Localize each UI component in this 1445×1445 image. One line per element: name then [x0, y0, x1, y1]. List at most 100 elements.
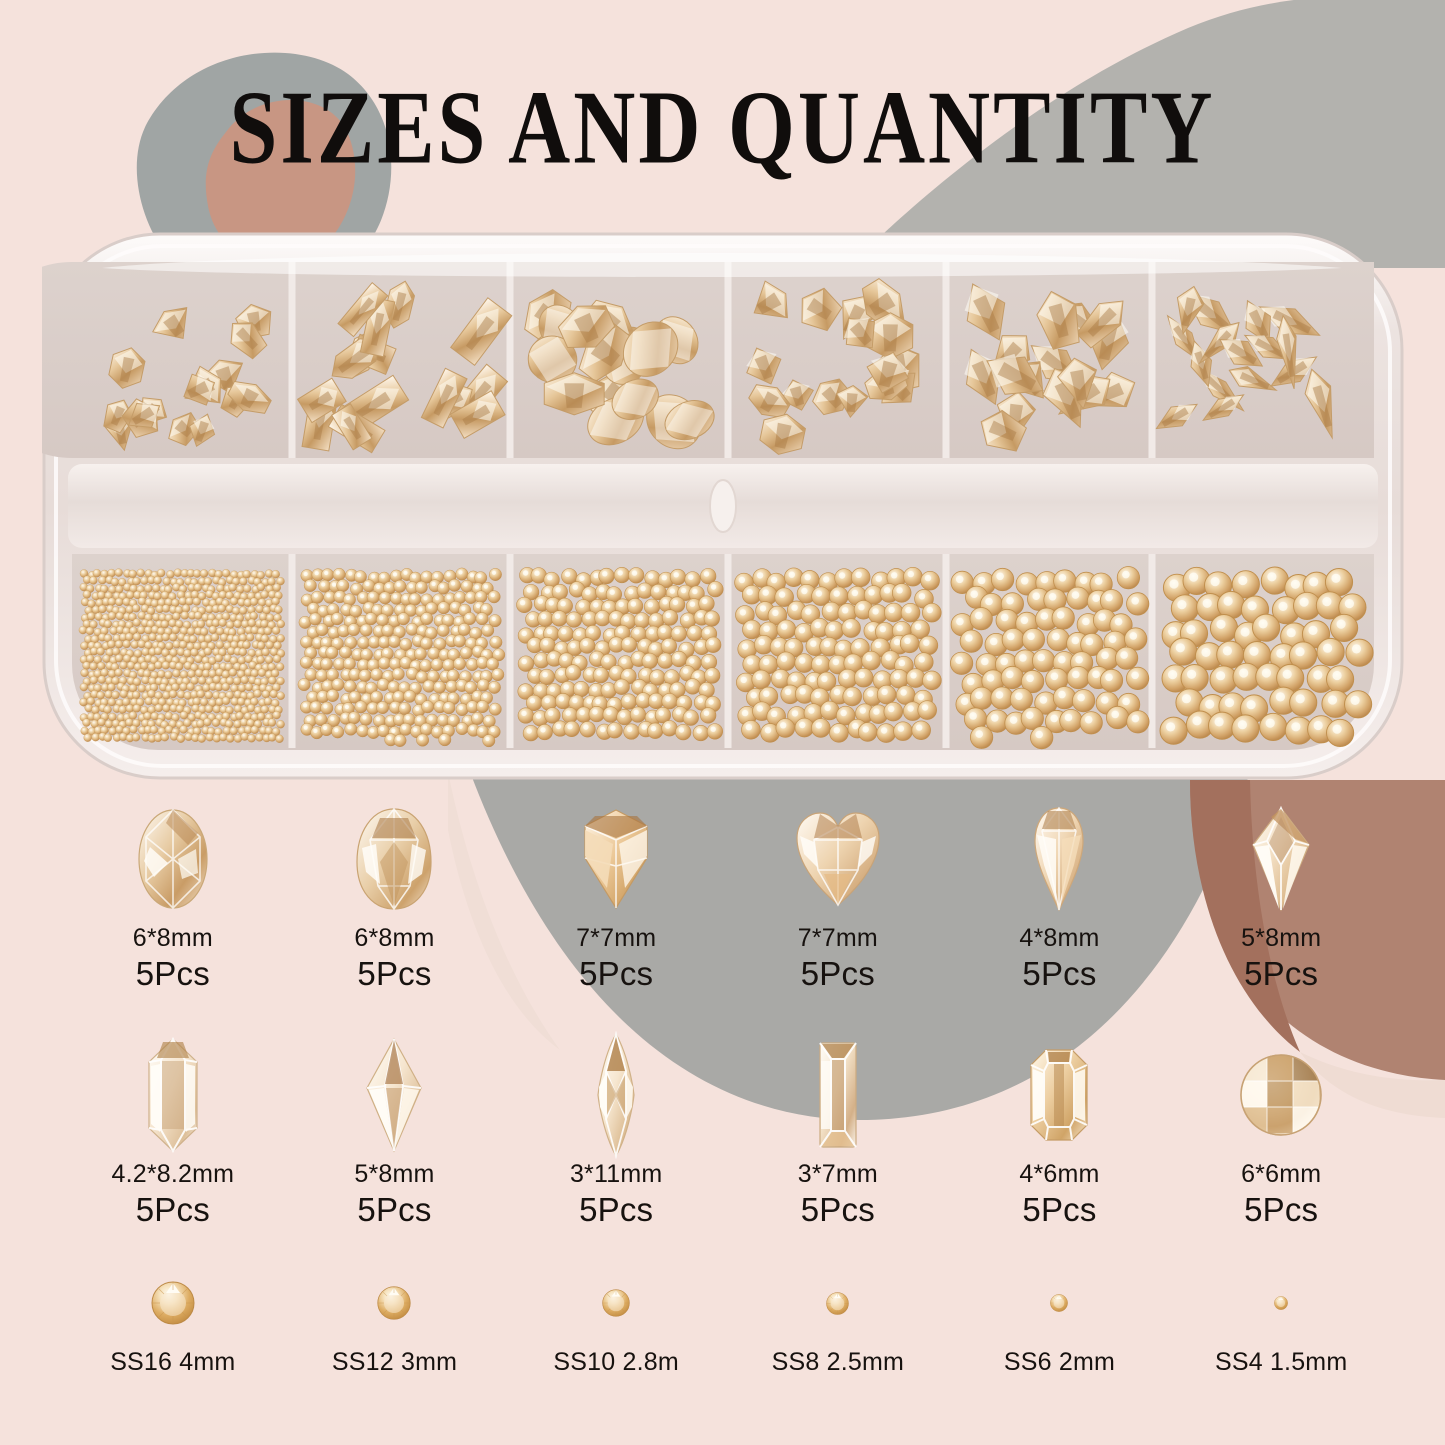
round-stone: [256, 655, 265, 664]
stone: [183, 373, 216, 406]
round-stone: [179, 711, 189, 720]
round-stone: [80, 641, 89, 650]
gem-hexagon-icon: [143, 1036, 203, 1154]
round-stone: [522, 725, 539, 742]
round-stone: [103, 619, 113, 629]
stone: [1276, 314, 1297, 389]
round-stone: [249, 597, 259, 606]
round-stone: [358, 669, 372, 683]
round-stone: [455, 567, 469, 581]
round-stone: [321, 568, 335, 582]
round-stone: [325, 646, 339, 660]
gem-kite-icon: [1249, 800, 1313, 918]
round-stone: [249, 611, 258, 621]
round-stone: [353, 570, 367, 584]
round-stone: [362, 579, 376, 593]
box-center-band: [68, 464, 1378, 548]
round-stone: [308, 612, 322, 626]
stone: [1218, 338, 1264, 367]
round-stone: [267, 620, 276, 630]
round-stone: [269, 689, 278, 699]
round-stone: [153, 576, 162, 585]
round-stone: [250, 725, 259, 734]
round-stone: [119, 732, 128, 741]
gem-oval-icon: [136, 800, 210, 918]
round-stone: [629, 706, 646, 723]
size-item-oval: 6*8mm 5Pcs: [62, 800, 284, 993]
round-stone: [300, 635, 314, 649]
round-stone: [194, 668, 204, 678]
stone: [227, 380, 272, 414]
round-stone: [154, 646, 163, 656]
round-stone: [229, 726, 238, 736]
round-stone: [271, 570, 280, 579]
stone: [420, 367, 468, 429]
round-stone: [405, 622, 419, 636]
round-stone: [1330, 613, 1359, 642]
round-stone: [203, 717, 212, 727]
round-stone: [179, 725, 188, 734]
round-stone: [891, 583, 912, 603]
round-stone: [794, 717, 815, 738]
round-stone: [482, 734, 496, 748]
stone: [449, 390, 506, 440]
qty-label: 5Pcs: [800, 1191, 875, 1228]
qty-label: 5Pcs: [1022, 1191, 1097, 1228]
round-stone: [271, 626, 281, 635]
round-stone: [140, 661, 149, 670]
round-stone: [271, 597, 280, 606]
round-stone: [1124, 627, 1148, 651]
size-label: 6*8mm: [354, 924, 435, 952]
round-stone: [186, 627, 196, 636]
round-stone: [121, 697, 131, 707]
round-stone: [204, 704, 214, 714]
round-stone: [1099, 589, 1124, 613]
round-stone: [260, 619, 269, 628]
round-stone: [588, 706, 605, 723]
round-stone: [100, 668, 109, 677]
round-stone: [842, 686, 862, 707]
stone: [861, 278, 905, 331]
round-stone: [272, 710, 281, 720]
storage-box-illustration: [0, 232, 1404, 780]
stone: [1036, 290, 1080, 350]
round-stone: [275, 662, 285, 671]
round-stone: [381, 624, 395, 638]
round-stone: [347, 711, 361, 725]
round-stone: [196, 719, 205, 728]
size-label: SS8 2.5mm: [771, 1348, 905, 1376]
round-stone: [857, 722, 878, 742]
round-stone: [196, 689, 205, 699]
round-stone: [675, 724, 692, 741]
size-item-hexagon: 4.2*8.2mm 5Pcs: [62, 1036, 284, 1229]
round-stone: [210, 633, 220, 642]
round-stone: [157, 669, 166, 679]
round-stone: [240, 732, 249, 741]
stone: [1166, 314, 1202, 363]
round-stone: [111, 647, 121, 656]
round-stone: [104, 690, 113, 699]
round-stone: [132, 632, 142, 642]
round-stone: [670, 625, 687, 642]
round-stone: [457, 623, 471, 636]
round-stone: [115, 611, 124, 621]
round-stone: [107, 697, 116, 707]
round-stone: [1072, 689, 1096, 713]
round-stone: [309, 700, 323, 714]
round-stone: [193, 583, 202, 592]
stone: [986, 353, 1044, 395]
round-stone: [192, 697, 201, 706]
round-stone: [641, 652, 658, 669]
stone: [622, 321, 679, 377]
round-stone: [136, 568, 145, 578]
gem-round-ss16-icon: [151, 1272, 195, 1334]
round-stone: [419, 722, 433, 736]
stone: [748, 384, 791, 419]
round-stone: [197, 734, 206, 743]
round-stone: [237, 697, 246, 706]
round-stone: [233, 704, 243, 713]
round-stone: [557, 625, 574, 642]
round-stone: [684, 678, 701, 695]
stone: [1176, 285, 1205, 335]
round-stone: [453, 634, 466, 648]
